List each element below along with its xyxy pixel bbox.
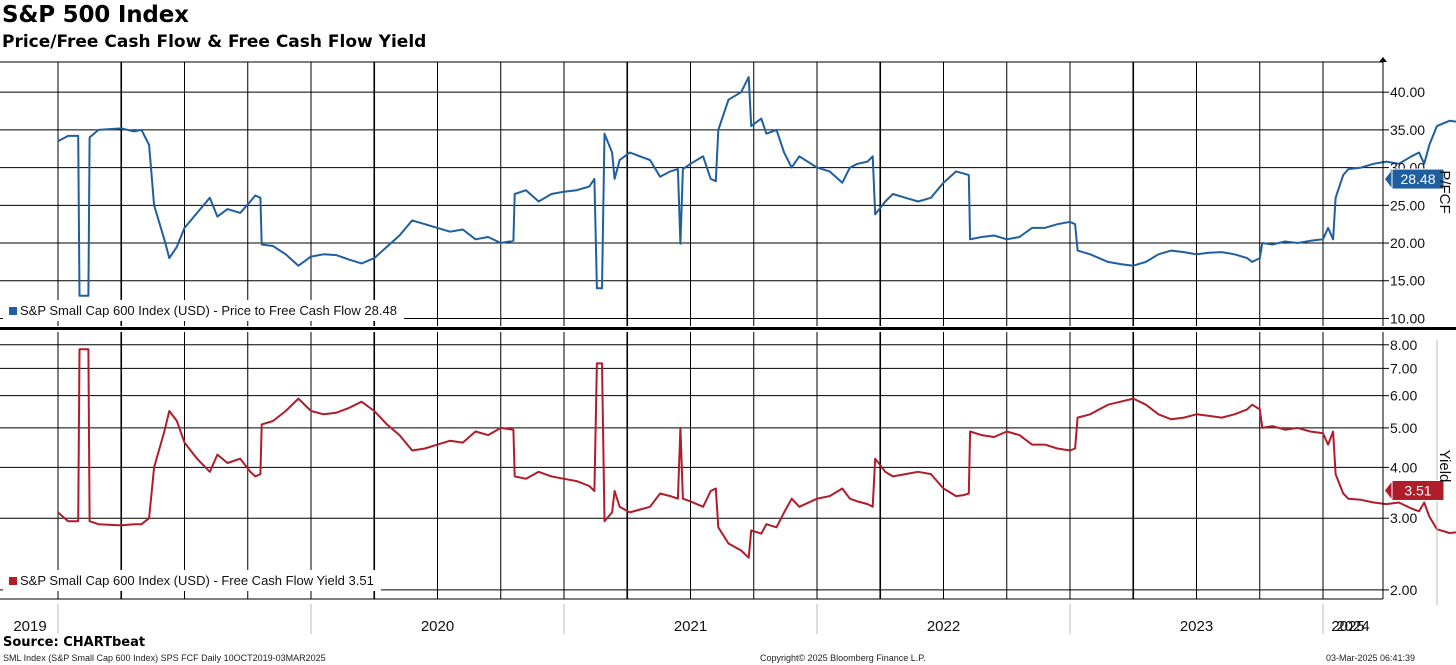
series-lines — [57, 76, 1456, 559]
last-value-box-yield — [1391, 479, 1445, 501]
last-value-pointer-pfcf — [1385, 170, 1392, 189]
ytick-label-pfcf: 35.00 — [1390, 122, 1425, 138]
ytick-label-pfcf: 10.00 — [1390, 310, 1425, 326]
ytick-label-pfcf: 40.00 — [1390, 84, 1425, 100]
y-axis-label-pfcf: P/FCF — [1436, 170, 1453, 213]
chart-title: S&P 500 Index — [2, 2, 189, 28]
legend-label-yield: S&P Small Cap 600 Index (USD) - Free Cas… — [20, 573, 374, 588]
legend-swatch-pfcf — [9, 307, 17, 315]
source-note: Source: CHARTbeat — [3, 635, 146, 650]
ytick-label-yield: 4.00 — [1390, 459, 1417, 475]
ytick-label-pfcf: 15.00 — [1390, 273, 1425, 289]
last-value-pointer-yield — [1385, 481, 1392, 500]
legend-swatch-yield — [9, 577, 17, 585]
y-axis-label-yield: Yield — [1436, 450, 1453, 483]
ytick-label-pfcf: 25.00 — [1390, 197, 1425, 213]
legend-yield: S&P Small Cap 600 Index (USD) - Free Cas… — [3, 570, 381, 591]
x-label-2021: 2021 — [674, 618, 707, 635]
ytick-label-yield: 7.00 — [1390, 360, 1417, 376]
axis-arrow-top — [1379, 57, 1387, 62]
ytick-label-yield: 5.00 — [1390, 420, 1417, 436]
ytick-label-pfcf: 20.00 — [1390, 235, 1425, 251]
x-label-2022: 2022 — [927, 618, 960, 635]
x-label-2020: 2020 — [421, 618, 454, 635]
axes: 10.0015.0020.0025.0030.0035.0040.002.003… — [0, 57, 1456, 635]
footer-timestamp: 03-Mar-2025 06:41:39 — [1326, 653, 1416, 663]
ytick-label-yield: 3.00 — [1390, 510, 1417, 526]
footer-series-note: SML Index (S&P Small Cap 600 Index) SPS … — [3, 653, 326, 663]
x-label-2025: 2025 — [1331, 618, 1364, 635]
x-label-2023: 2023 — [1180, 618, 1213, 635]
legend-label-pfcf: S&P Small Cap 600 Index (USD) - Price to… — [20, 303, 397, 318]
ytick-label-yield: 6.00 — [1390, 388, 1417, 404]
last-value-label-yield: 3.51 — [1404, 482, 1431, 498]
footer-copyright: Copyright© 2025 Bloomberg Finance L.P. — [760, 653, 926, 663]
ytick-label-yield: 2.00 — [1390, 582, 1417, 598]
legend-pfcf: S&P Small Cap 600 Index (USD) - Price to… — [3, 300, 404, 321]
x-label-2019: 2019 — [13, 618, 46, 635]
series-line-pfcf — [57, 76, 1456, 297]
last-value-label-pfcf: 28.48 — [1400, 171, 1435, 187]
series-line-yield — [57, 348, 1456, 559]
grid — [0, 62, 1383, 599]
x-label-2024: 2024 — [1336, 618, 1369, 635]
ytick-label-yield: 8.00 — [1390, 337, 1417, 353]
last-value-box-pfcf — [1391, 168, 1445, 190]
chart-subtitle: Price/Free Cash Flow & Free Cash Flow Yi… — [2, 32, 427, 52]
